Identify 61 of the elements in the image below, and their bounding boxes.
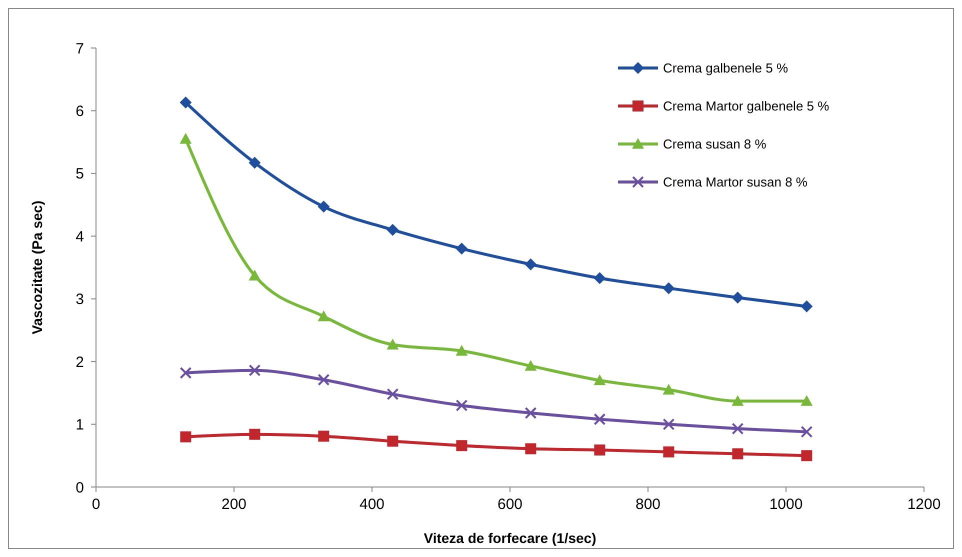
point	[249, 428, 260, 440]
legend-label: Crema Martor galbenele 5 %	[663, 98, 830, 114]
point	[594, 444, 606, 456]
point	[662, 384, 675, 395]
point	[524, 258, 537, 270]
y-tick-label: 0	[76, 479, 84, 496]
x-tick-label: 800	[635, 496, 661, 513]
point	[248, 270, 261, 280]
x-axis-title: Viteza de forfecare (1/sec)	[424, 530, 596, 546]
point	[732, 422, 744, 435]
x-tick-label: 1200	[907, 496, 941, 513]
x-tick-label: 1000	[769, 496, 803, 513]
y-tick-label: 1	[76, 416, 84, 434]
legend-label: Crema Martor susan 8 %	[663, 174, 808, 190]
point	[662, 282, 675, 294]
point	[456, 242, 468, 255]
point	[456, 344, 468, 356]
x-tick-label: 400	[359, 496, 385, 513]
point	[318, 200, 330, 213]
y-tick-label: 6	[76, 102, 84, 120]
point	[594, 413, 606, 426]
point	[386, 338, 399, 350]
point	[525, 443, 536, 454]
point	[456, 440, 468, 452]
point	[801, 450, 812, 462]
x-tick-label: 600	[497, 496, 523, 513]
x-tick-label: 0	[92, 496, 100, 513]
point	[800, 395, 813, 406]
y-tick-label: 3	[76, 291, 84, 308]
point	[594, 374, 606, 386]
legend-label: Crema susan 8 %	[663, 136, 767, 152]
point	[318, 374, 330, 386]
point	[800, 426, 813, 438]
point	[386, 224, 399, 236]
point	[318, 310, 330, 322]
point	[180, 96, 192, 109]
legend-label: Crema galbenele 5 %	[663, 60, 788, 76]
point	[663, 446, 674, 458]
point	[456, 399, 468, 412]
point	[800, 300, 813, 312]
point	[524, 360, 537, 371]
point	[318, 430, 330, 442]
point	[180, 132, 192, 144]
point	[732, 448, 744, 460]
point	[732, 292, 744, 304]
point	[662, 418, 675, 430]
y-tick-label: 5	[76, 166, 84, 183]
point	[180, 431, 192, 442]
point	[248, 364, 261, 376]
y-tick-label: 2	[76, 354, 84, 371]
y-tick-label: 4	[76, 228, 84, 246]
y-axis-title: Vascozitate (Pa sec)	[29, 200, 45, 334]
point	[386, 388, 399, 400]
point	[524, 406, 537, 419]
point	[180, 366, 192, 379]
x-tick-label: 200	[221, 496, 247, 513]
point	[594, 272, 606, 284]
point	[732, 395, 744, 406]
y-tick-label: 7	[76, 40, 84, 58]
point	[248, 156, 261, 169]
point	[387, 436, 398, 447]
